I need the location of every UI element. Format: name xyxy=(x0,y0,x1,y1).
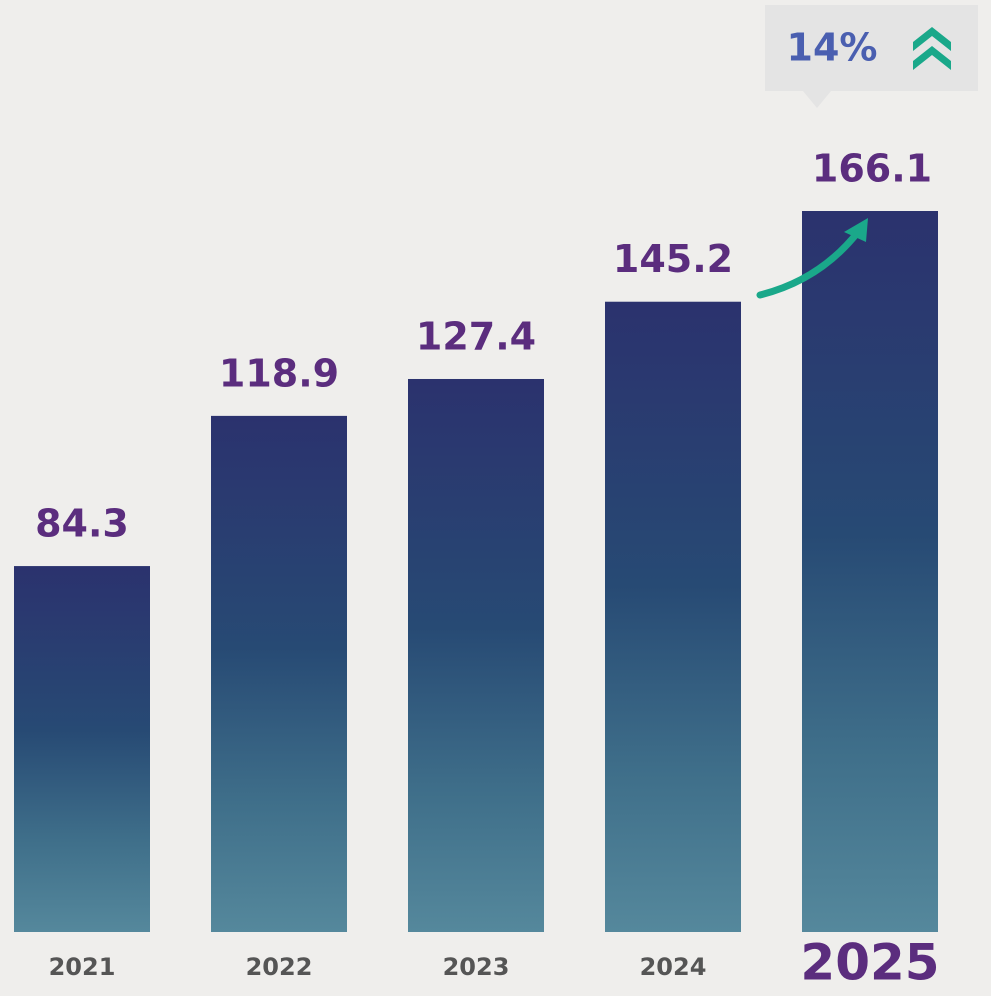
value-label: 166.1 xyxy=(812,147,932,191)
value-label: 84.3 xyxy=(35,502,129,546)
bar xyxy=(605,302,741,932)
x-tick-label: 2024 xyxy=(640,953,707,981)
x-tick-label: 2023 xyxy=(443,953,510,981)
bar xyxy=(14,566,150,932)
bar xyxy=(211,416,347,932)
callout-pointer xyxy=(803,91,831,108)
bar xyxy=(408,379,544,932)
value-label: 145.2 xyxy=(613,237,733,281)
x-tick-label: 2025 xyxy=(800,934,939,992)
value-label: 118.9 xyxy=(219,351,339,395)
x-tick-label: 2022 xyxy=(246,953,313,981)
value-label: 127.4 xyxy=(416,314,536,358)
annotation-text: 14% xyxy=(787,26,878,70)
chart: 14% 84.3 2021 118.9 2022 127.4 2023 145.2 2024 1… xyxy=(0,0,991,996)
x-tick-label: 2021 xyxy=(49,953,116,981)
bar xyxy=(802,211,938,932)
annotation-callout: 14% xyxy=(765,5,978,108)
